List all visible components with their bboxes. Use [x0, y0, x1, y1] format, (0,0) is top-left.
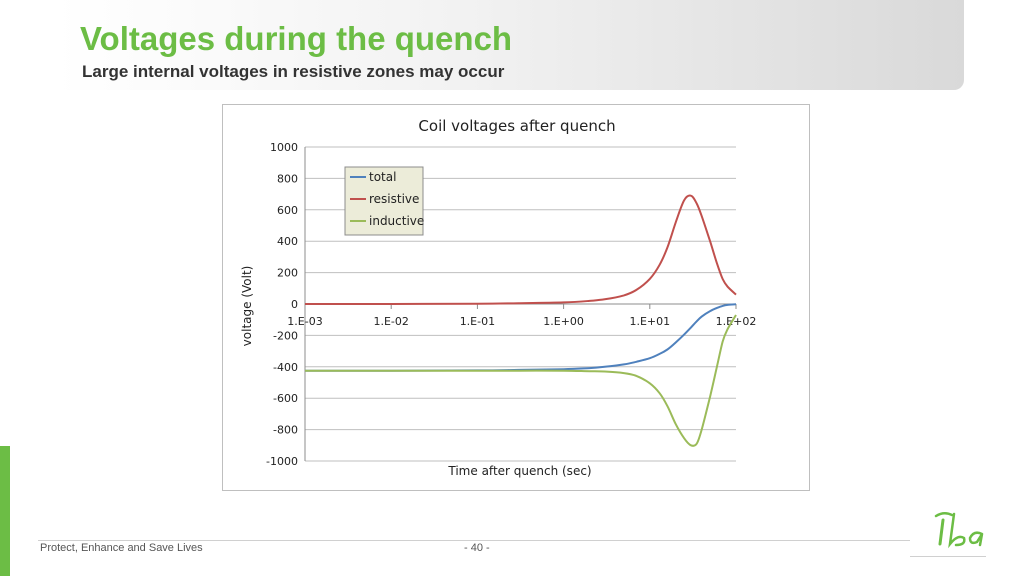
series-layer — [304, 194, 737, 447]
chart-frame: 1000 800 600 400 200 0 -200 -400 -600 -800 -1000 1.… — [222, 104, 810, 491]
chart-title: Coil voltages after quench — [418, 117, 615, 135]
footer-divider — [38, 540, 910, 541]
y-tick-label: 1000 — [270, 141, 298, 154]
legend-label-total: total — [369, 170, 396, 184]
x-tick-label: 1.E+00 — [543, 315, 584, 328]
y-axis-label: voltage (Volt) — [240, 266, 254, 347]
y-tick-label: -200 — [273, 329, 298, 342]
left-accent-bar — [0, 446, 10, 576]
series-line-total — [304, 303, 737, 372]
y-tick-label: -800 — [273, 424, 298, 437]
y-tick-label: 600 — [277, 204, 298, 217]
x-tick-label: 1.E+01 — [629, 315, 670, 328]
y-tick-label: -1000 — [266, 455, 298, 468]
x-tick-label: 1.E-03 — [287, 315, 322, 328]
series-line-resistive — [304, 194, 737, 306]
legend-label-resistive: resistive — [369, 192, 419, 206]
series-line-inductive — [305, 314, 737, 447]
legend-items: total resistive inductive — [350, 170, 424, 228]
y-tick-label: 0 — [291, 298, 298, 311]
line-chart: 1000 800 600 400 200 0 -200 -400 -600 -800 -1000 1.… — [240, 117, 757, 478]
y-tick-label: 800 — [277, 172, 298, 185]
iba-logo — [934, 512, 984, 549]
y-tick-label: -600 — [273, 392, 298, 405]
y-tick-label: 200 — [277, 267, 298, 280]
x-axis-label: Time after quench (sec) — [447, 464, 591, 478]
header-band — [56, 0, 964, 90]
x-tick-label: 1.E-01 — [460, 315, 495, 328]
x-tick-label: 1.E-02 — [373, 315, 408, 328]
legend-label-inductive: inductive — [369, 214, 424, 228]
footer-tagline: Protect, Enhance and Save Lives — [40, 542, 203, 554]
footer-divider-right — [910, 556, 986, 557]
x-tick-label: 1.E+02 — [716, 315, 757, 328]
page-subtitle: Large internal voltages in resistive zon… — [82, 62, 505, 81]
y-tick-label: -400 — [273, 361, 298, 374]
y-tick-label: 400 — [277, 235, 298, 248]
legend-box — [344, 166, 424, 236]
page-title: Voltages during the quench — [80, 20, 513, 57]
legend: total resistive inductive — [344, 166, 424, 236]
page-number: - 40 - — [464, 542, 490, 554]
